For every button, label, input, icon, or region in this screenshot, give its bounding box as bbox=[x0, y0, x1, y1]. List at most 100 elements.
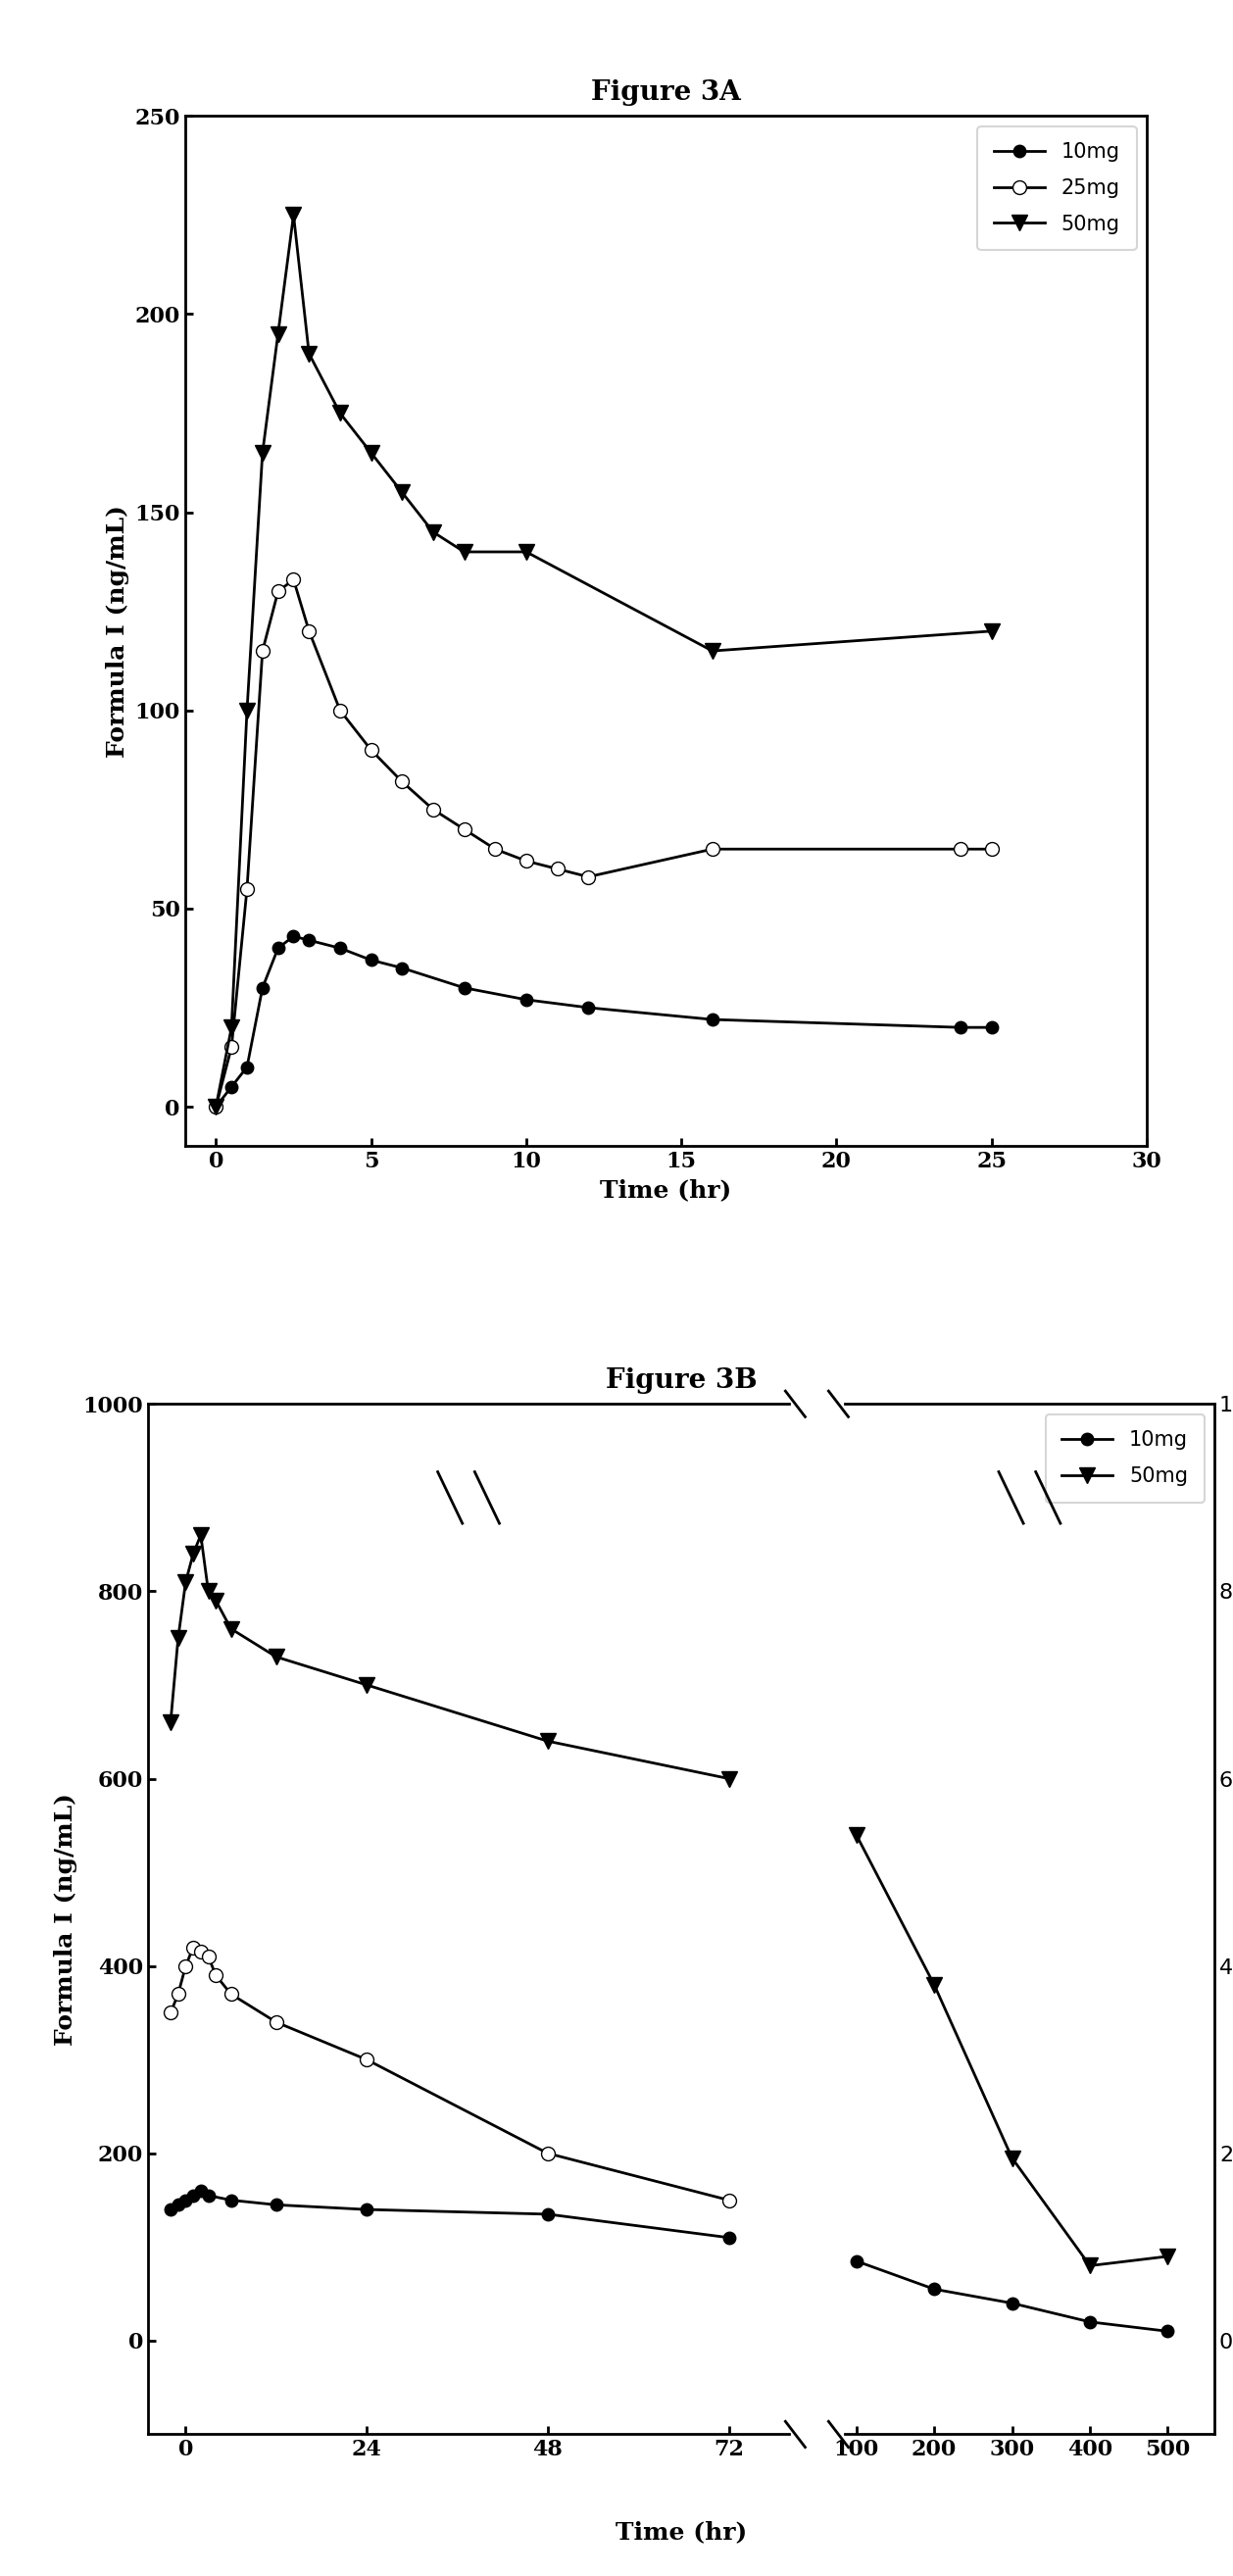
25mg bbox=[208, 1960, 223, 1991]
50mg bbox=[456, 536, 471, 567]
25mg bbox=[953, 835, 968, 866]
50mg bbox=[163, 1708, 178, 1739]
50mg bbox=[201, 1577, 216, 1607]
50mg bbox=[1160, 2241, 1175, 2272]
10mg bbox=[286, 920, 301, 951]
10mg bbox=[519, 984, 534, 1015]
10mg bbox=[223, 2184, 238, 2215]
Legend: 10mg, 50mg: 10mg, 50mg bbox=[1046, 1414, 1205, 1502]
50mg bbox=[270, 319, 285, 350]
25mg bbox=[581, 860, 596, 891]
Line: 50mg: 50mg bbox=[848, 1826, 1176, 2275]
50mg bbox=[848, 1819, 863, 1850]
50mg bbox=[359, 1669, 374, 1700]
10mg bbox=[302, 925, 317, 956]
50mg bbox=[984, 616, 999, 647]
X-axis label: Time (hr): Time (hr) bbox=[600, 1177, 731, 1200]
25mg bbox=[395, 765, 409, 796]
25mg bbox=[224, 1033, 239, 1064]
50mg bbox=[927, 1968, 942, 1999]
50mg bbox=[208, 1584, 223, 1615]
Y-axis label: Formula I (ng/mL): Formula I (ng/mL) bbox=[54, 1793, 78, 2045]
10mg bbox=[395, 953, 409, 984]
10mg bbox=[224, 1072, 239, 1103]
25mg bbox=[425, 793, 440, 824]
10mg bbox=[239, 1051, 254, 1082]
50mg bbox=[395, 477, 409, 507]
25mg bbox=[269, 2007, 284, 2038]
25mg bbox=[721, 2184, 736, 2215]
10mg bbox=[170, 2190, 185, 2221]
50mg bbox=[519, 536, 534, 567]
50mg bbox=[540, 1726, 555, 1757]
10mg bbox=[255, 971, 270, 1002]
10mg bbox=[1005, 2287, 1020, 2318]
Line: 50mg: 50mg bbox=[208, 206, 1000, 1115]
50mg bbox=[179, 1566, 194, 1597]
25mg bbox=[270, 577, 285, 608]
25mg bbox=[333, 696, 348, 726]
50mg bbox=[186, 1538, 201, 1569]
10mg bbox=[1160, 2316, 1175, 2347]
50mg bbox=[721, 1762, 736, 1793]
Title: Figure 3A: Figure 3A bbox=[591, 80, 741, 106]
50mg bbox=[1005, 2143, 1020, 2174]
10mg bbox=[333, 933, 348, 963]
Line: 50mg: 50mg bbox=[163, 1528, 737, 1788]
50mg bbox=[224, 1012, 239, 1043]
25mg bbox=[550, 853, 565, 884]
10mg bbox=[269, 2190, 284, 2221]
Line: 10mg: 10mg bbox=[210, 930, 997, 1113]
50mg bbox=[255, 438, 270, 469]
10mg bbox=[953, 1012, 968, 1043]
Y-axis label: Formula I (ng/mL): Formula I (ng/mL) bbox=[106, 505, 129, 757]
25mg bbox=[255, 636, 270, 667]
10mg bbox=[186, 2179, 201, 2210]
50mg bbox=[302, 337, 317, 368]
10mg bbox=[927, 2275, 942, 2306]
25mg bbox=[170, 1978, 185, 2009]
50mg bbox=[1083, 2251, 1097, 2282]
10mg bbox=[540, 2200, 555, 2231]
10mg bbox=[359, 2195, 374, 2226]
10mg bbox=[208, 1092, 223, 1123]
Line: 25mg: 25mg bbox=[164, 1940, 736, 2208]
25mg bbox=[364, 734, 379, 765]
10mg bbox=[179, 2184, 194, 2215]
25mg bbox=[488, 835, 503, 866]
25mg bbox=[201, 1942, 216, 1973]
50mg bbox=[170, 1623, 185, 1654]
25mg bbox=[302, 616, 317, 647]
50mg bbox=[364, 438, 379, 469]
25mg bbox=[194, 1937, 208, 1968]
50mg bbox=[425, 518, 440, 549]
10mg bbox=[705, 1005, 720, 1036]
25mg bbox=[179, 1950, 194, 1981]
Title: Figure 3B: Figure 3B bbox=[605, 1368, 757, 1394]
25mg bbox=[519, 845, 534, 876]
25mg bbox=[186, 1932, 201, 1963]
25mg bbox=[456, 814, 471, 845]
10mg bbox=[581, 992, 596, 1023]
50mg bbox=[223, 1613, 238, 1643]
25mg bbox=[208, 1092, 223, 1123]
25mg bbox=[540, 2138, 555, 2169]
50mg bbox=[286, 198, 301, 229]
50mg bbox=[333, 397, 348, 428]
50mg bbox=[208, 1092, 223, 1123]
25mg bbox=[223, 1978, 238, 2009]
Line: 10mg: 10mg bbox=[851, 2254, 1174, 2336]
10mg bbox=[1083, 2306, 1097, 2336]
Legend: 10mg, 25mg, 50mg: 10mg, 25mg, 50mg bbox=[978, 126, 1137, 250]
10mg bbox=[270, 933, 285, 963]
25mg bbox=[705, 835, 720, 866]
10mg bbox=[194, 2174, 208, 2205]
50mg bbox=[705, 636, 720, 667]
10mg bbox=[848, 2246, 863, 2277]
25mg bbox=[163, 1996, 178, 2027]
Text: Time (hr): Time (hr) bbox=[615, 2519, 747, 2545]
25mg bbox=[239, 873, 254, 904]
10mg bbox=[984, 1012, 999, 1043]
10mg bbox=[163, 2195, 178, 2226]
10mg bbox=[364, 945, 379, 976]
